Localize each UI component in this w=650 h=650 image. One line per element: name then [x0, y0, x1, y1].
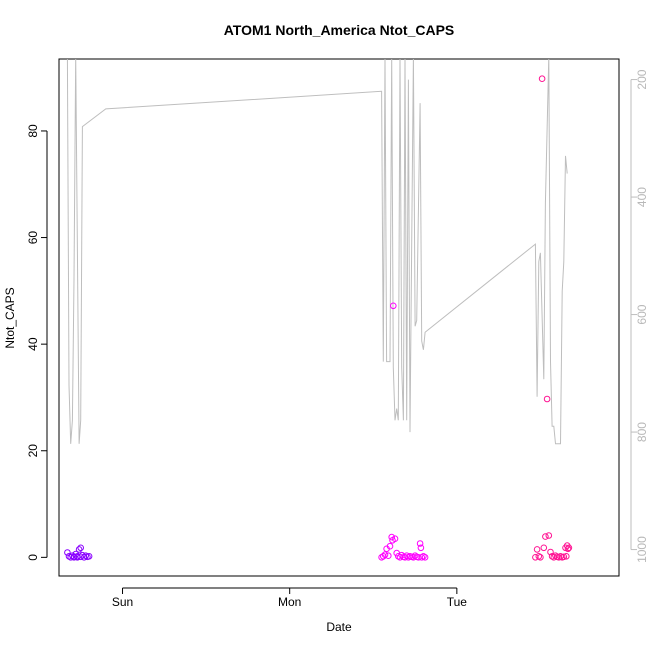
data-point [390, 302, 397, 310]
data-point [552, 552, 559, 560]
y-tick-label: 80 [26, 124, 40, 138]
x-tick-label: Sun [112, 595, 133, 609]
data-point [410, 554, 417, 561]
data-point [537, 554, 544, 561]
data-point [533, 546, 541, 553]
x-axis-label: Date [326, 620, 352, 634]
data-point [550, 554, 558, 561]
data-point [385, 552, 392, 560]
series-points-layer [64, 75, 573, 561]
data-point [565, 544, 573, 552]
plot-frame [58, 58, 620, 577]
series-line-layer [66, 59, 568, 445]
data-point [388, 533, 396, 541]
data-point [543, 395, 551, 403]
data-point [532, 554, 539, 561]
y2-tick-label: 800 [635, 422, 649, 442]
data-point [545, 532, 553, 539]
data-point [77, 544, 84, 552]
data-point [391, 535, 399, 543]
data-point [540, 544, 548, 552]
data-point [70, 554, 78, 561]
data-point [416, 540, 424, 547]
y-tick-label: 60 [26, 231, 40, 245]
data-point [538, 75, 546, 82]
axes-layer: 0 20 40 60 80 Sun Mon Tue 200 400 600 800 1000 [26, 69, 649, 609]
data-point [421, 554, 429, 561]
data-point [564, 545, 572, 553]
data-point [535, 553, 543, 560]
y2-tick-label: 400 [635, 187, 649, 207]
data-point [386, 542, 394, 550]
y2-tick-label: 1000 [635, 536, 649, 563]
data-point [67, 554, 74, 561]
data-point [411, 552, 419, 560]
data-point [398, 551, 406, 559]
data-point [417, 544, 425, 552]
y2-tick-label: 600 [635, 304, 649, 324]
data-point [405, 554, 412, 561]
y-tick-label: 40 [26, 337, 40, 351]
data-point [563, 553, 570, 560]
x-tick-label: Mon [278, 595, 301, 609]
data-point [64, 549, 71, 556]
data-point [85, 553, 93, 560]
y2-tick-label: 200 [635, 69, 649, 89]
chart-title: ATOM1 North_America Ntot_CAPS [224, 22, 455, 38]
data-point [560, 553, 568, 561]
series-line [66, 59, 568, 445]
data-point [75, 546, 83, 553]
data-point [380, 553, 387, 560]
y-tick-label: 0 [26, 554, 40, 561]
data-point [381, 551, 389, 559]
data-point [542, 533, 549, 540]
data-point [74, 554, 81, 561]
y-axis-label: Ntot_CAPS [3, 287, 17, 348]
y-tick-label: 20 [26, 444, 40, 458]
data-point [547, 548, 554, 556]
data-point [77, 553, 84, 561]
x-tick-label: Tue [447, 595, 468, 609]
data-point [396, 554, 404, 561]
